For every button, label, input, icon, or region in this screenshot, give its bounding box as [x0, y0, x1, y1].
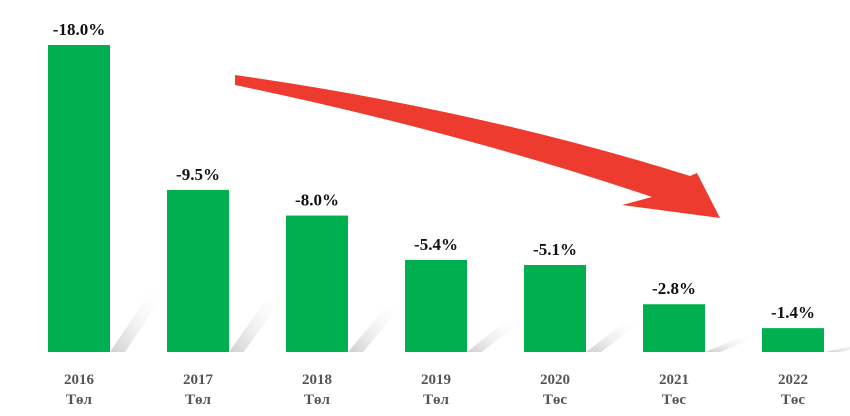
- data-label: -5.1%: [533, 240, 577, 259]
- bar-2018: [286, 215, 348, 352]
- bar-shadow: [110, 292, 165, 352]
- category-label: 2020: [540, 372, 570, 388]
- bar-shadow: [348, 304, 403, 352]
- category-label: 2022: [778, 372, 808, 388]
- category-label: 2018: [302, 372, 332, 388]
- bar-2021: [643, 304, 705, 352]
- bar-shadow: [229, 295, 284, 352]
- category-sublabel: Төл: [66, 392, 93, 408]
- bar-2019: [405, 259, 467, 352]
- trend-arrow: [235, 75, 720, 218]
- data-label: -1.4%: [771, 303, 815, 322]
- category-label: 2017: [183, 372, 214, 388]
- bar-shadow: [467, 319, 522, 352]
- bar-shadow: [586, 321, 641, 352]
- category-sublabel: Төл: [304, 392, 331, 408]
- category-sublabel: Төл: [185, 392, 212, 408]
- category-label: 2019: [421, 372, 451, 388]
- bar-2022: [762, 328, 824, 352]
- bar-2016: [48, 45, 110, 352]
- data-label: -9.5%: [176, 165, 220, 184]
- bar-shadow: [705, 335, 760, 352]
- bar-shadow: [824, 346, 850, 352]
- bar-2020: [524, 265, 586, 352]
- data-label: -5.4%: [414, 235, 458, 254]
- data-label: -18.0%: [53, 20, 105, 39]
- category-label: 2021: [659, 372, 689, 388]
- category-sublabel: Төс: [543, 392, 568, 408]
- category-sublabel: Төс: [662, 392, 687, 408]
- category-sublabel: Төл: [423, 392, 450, 408]
- category-sublabel: Төс: [781, 392, 806, 408]
- bar-2017: [167, 189, 229, 352]
- data-label: -2.8%: [652, 279, 696, 298]
- category-label: 2016: [64, 372, 95, 388]
- data-label: -8.0%: [295, 191, 339, 210]
